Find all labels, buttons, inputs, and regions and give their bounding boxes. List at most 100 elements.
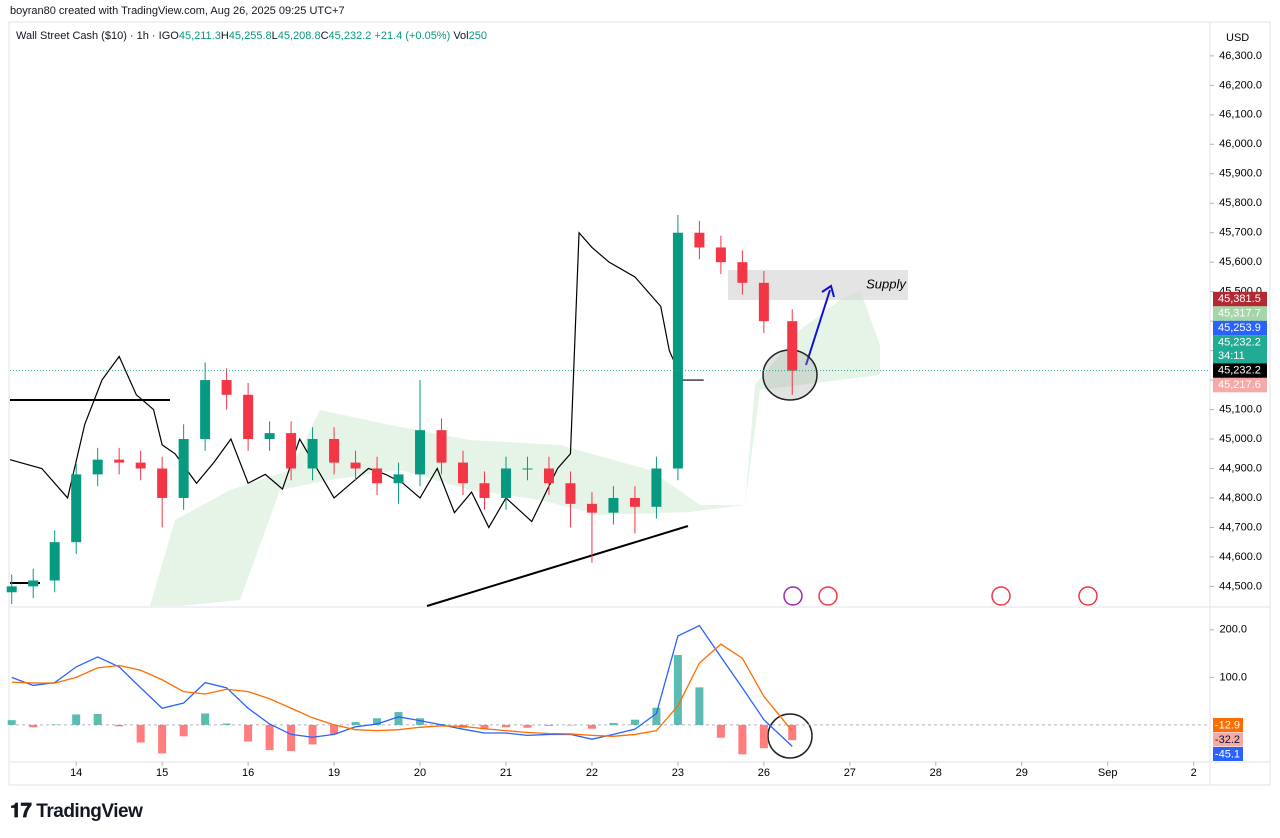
credit: boyran80 created with TradingView.com, A… <box>10 5 345 17</box>
histogram-bar <box>222 723 231 725</box>
price-tag <box>1213 377 1267 393</box>
event-icon[interactable] <box>818 586 838 606</box>
histogram-bar <box>652 707 661 725</box>
candle-body <box>500 468 511 498</box>
ohlc-key: O <box>170 30 179 42</box>
histogram-bar <box>308 724 317 745</box>
arrow <box>805 289 831 366</box>
candle-body <box>393 474 404 484</box>
x-tick-label: 21 <box>500 767 512 779</box>
value-tag <box>1213 732 1243 747</box>
x-tick-label: 22 <box>586 767 598 779</box>
vol-label: Vol <box>453 30 469 42</box>
histogram-bar <box>201 713 210 725</box>
price-tag <box>1213 363 1267 378</box>
candle-body <box>372 468 383 484</box>
ohlc-key: H <box>220 30 229 42</box>
candle-body <box>651 468 662 507</box>
histogram-bar <box>115 724 124 727</box>
price-tag <box>1213 291 1267 307</box>
candle-body <box>479 483 490 498</box>
price-tag-label: 45,232.2 <box>1218 365 1261 377</box>
candle-body <box>157 468 168 498</box>
ohlc-value: 45,208.8 <box>277 30 321 42</box>
y-tick-label: 46,100.0 <box>1219 109 1262 121</box>
candle-body <box>608 497 619 513</box>
lagging-line <box>9 231 704 529</box>
event-icon[interactable] <box>991 586 1011 606</box>
x-tick-label: 26 <box>758 767 770 779</box>
histogram-bar <box>738 724 747 755</box>
candle-body <box>49 542 60 581</box>
x-tick-label: Sep <box>1098 767 1118 779</box>
candle-body <box>264 433 275 440</box>
histogram-bar <box>544 724 553 726</box>
candle-body <box>6 586 17 593</box>
histogram-bar <box>501 724 510 728</box>
y-tick-label: 46,300.0 <box>1219 50 1262 62</box>
candle-body <box>758 282 769 322</box>
y-tick-label: 44,800.0 <box>1219 492 1262 504</box>
histogram-bar <box>416 718 425 725</box>
price-tag <box>1213 335 1267 364</box>
y-tick-label: 45,700.0 <box>1219 227 1262 239</box>
highlight <box>767 713 813 759</box>
vol: 250 <box>468 30 487 42</box>
candle-body <box>243 394 254 440</box>
histogram-bar <box>93 713 102 725</box>
countdown: 34:11 <box>1218 350 1245 362</box>
event-icon[interactable] <box>783 586 803 606</box>
candle-body <box>415 430 426 475</box>
price-tag-label: 45,381.5 <box>1218 293 1261 305</box>
x-tick-label: 23 <box>672 767 684 779</box>
symbol: Wall Street Cash ($10) · 1h · IG <box>16 30 171 42</box>
candle-body <box>586 503 597 513</box>
candle-body <box>114 459 125 463</box>
y-tick-label: 46,000.0 <box>1219 138 1262 150</box>
histogram-bar <box>523 724 532 728</box>
macd-line <box>11 624 793 747</box>
histogram-bar <box>330 724 339 735</box>
y-tick-label: 200.0 <box>1219 624 1247 636</box>
candle-body <box>350 462 361 469</box>
histogram-bar <box>630 719 639 725</box>
value-tag-label: -45.1 <box>1215 748 1240 760</box>
histogram-bar <box>179 724 188 737</box>
candle-body <box>543 468 554 484</box>
histogram-bar <box>136 724 145 743</box>
candle-body <box>71 474 82 543</box>
histogram-bar <box>7 720 16 725</box>
event-icon[interactable] <box>1078 586 1098 606</box>
histogram-bar <box>158 724 167 754</box>
supply-zone <box>728 270 908 300</box>
histogram-bar <box>29 724 38 728</box>
change: +21.4 (+0.05%) <box>374 30 451 42</box>
y-tick-label: 44,600.0 <box>1219 551 1262 563</box>
x-tick-label: 28 <box>930 767 942 779</box>
brand-name: TradingView <box>36 801 143 822</box>
candle-body <box>787 321 798 371</box>
candle-body <box>715 247 726 263</box>
cloud <box>150 290 880 606</box>
histogram-bar <box>609 723 618 725</box>
ohlc-value: 45,211.3 <box>178 30 221 42</box>
ohlc-value: 45,255.8 <box>228 30 272 42</box>
ohlc-key: C <box>320 30 329 42</box>
candle-body <box>221 380 232 395</box>
ohlc: O45,211.3H45,255.8L45,208.8C45,232.2 <box>170 30 371 42</box>
histogram-bar <box>695 687 704 725</box>
candle-body <box>28 580 39 587</box>
x-tick-label: 16 <box>242 767 254 779</box>
candle-body <box>135 462 146 469</box>
histogram-bar <box>244 724 253 742</box>
value-tag-label: -32.2 <box>1215 734 1240 746</box>
y-tick-label: 44,700.0 <box>1219 521 1262 533</box>
y-tick-label: 45,000.0 <box>1219 433 1262 445</box>
value-tag <box>1213 747 1243 761</box>
histogram-bar <box>265 724 274 751</box>
candle-body <box>672 232 683 469</box>
candle-body <box>178 439 189 498</box>
candle-body <box>436 430 447 463</box>
y-tick-label: 100.0 <box>1219 671 1247 683</box>
